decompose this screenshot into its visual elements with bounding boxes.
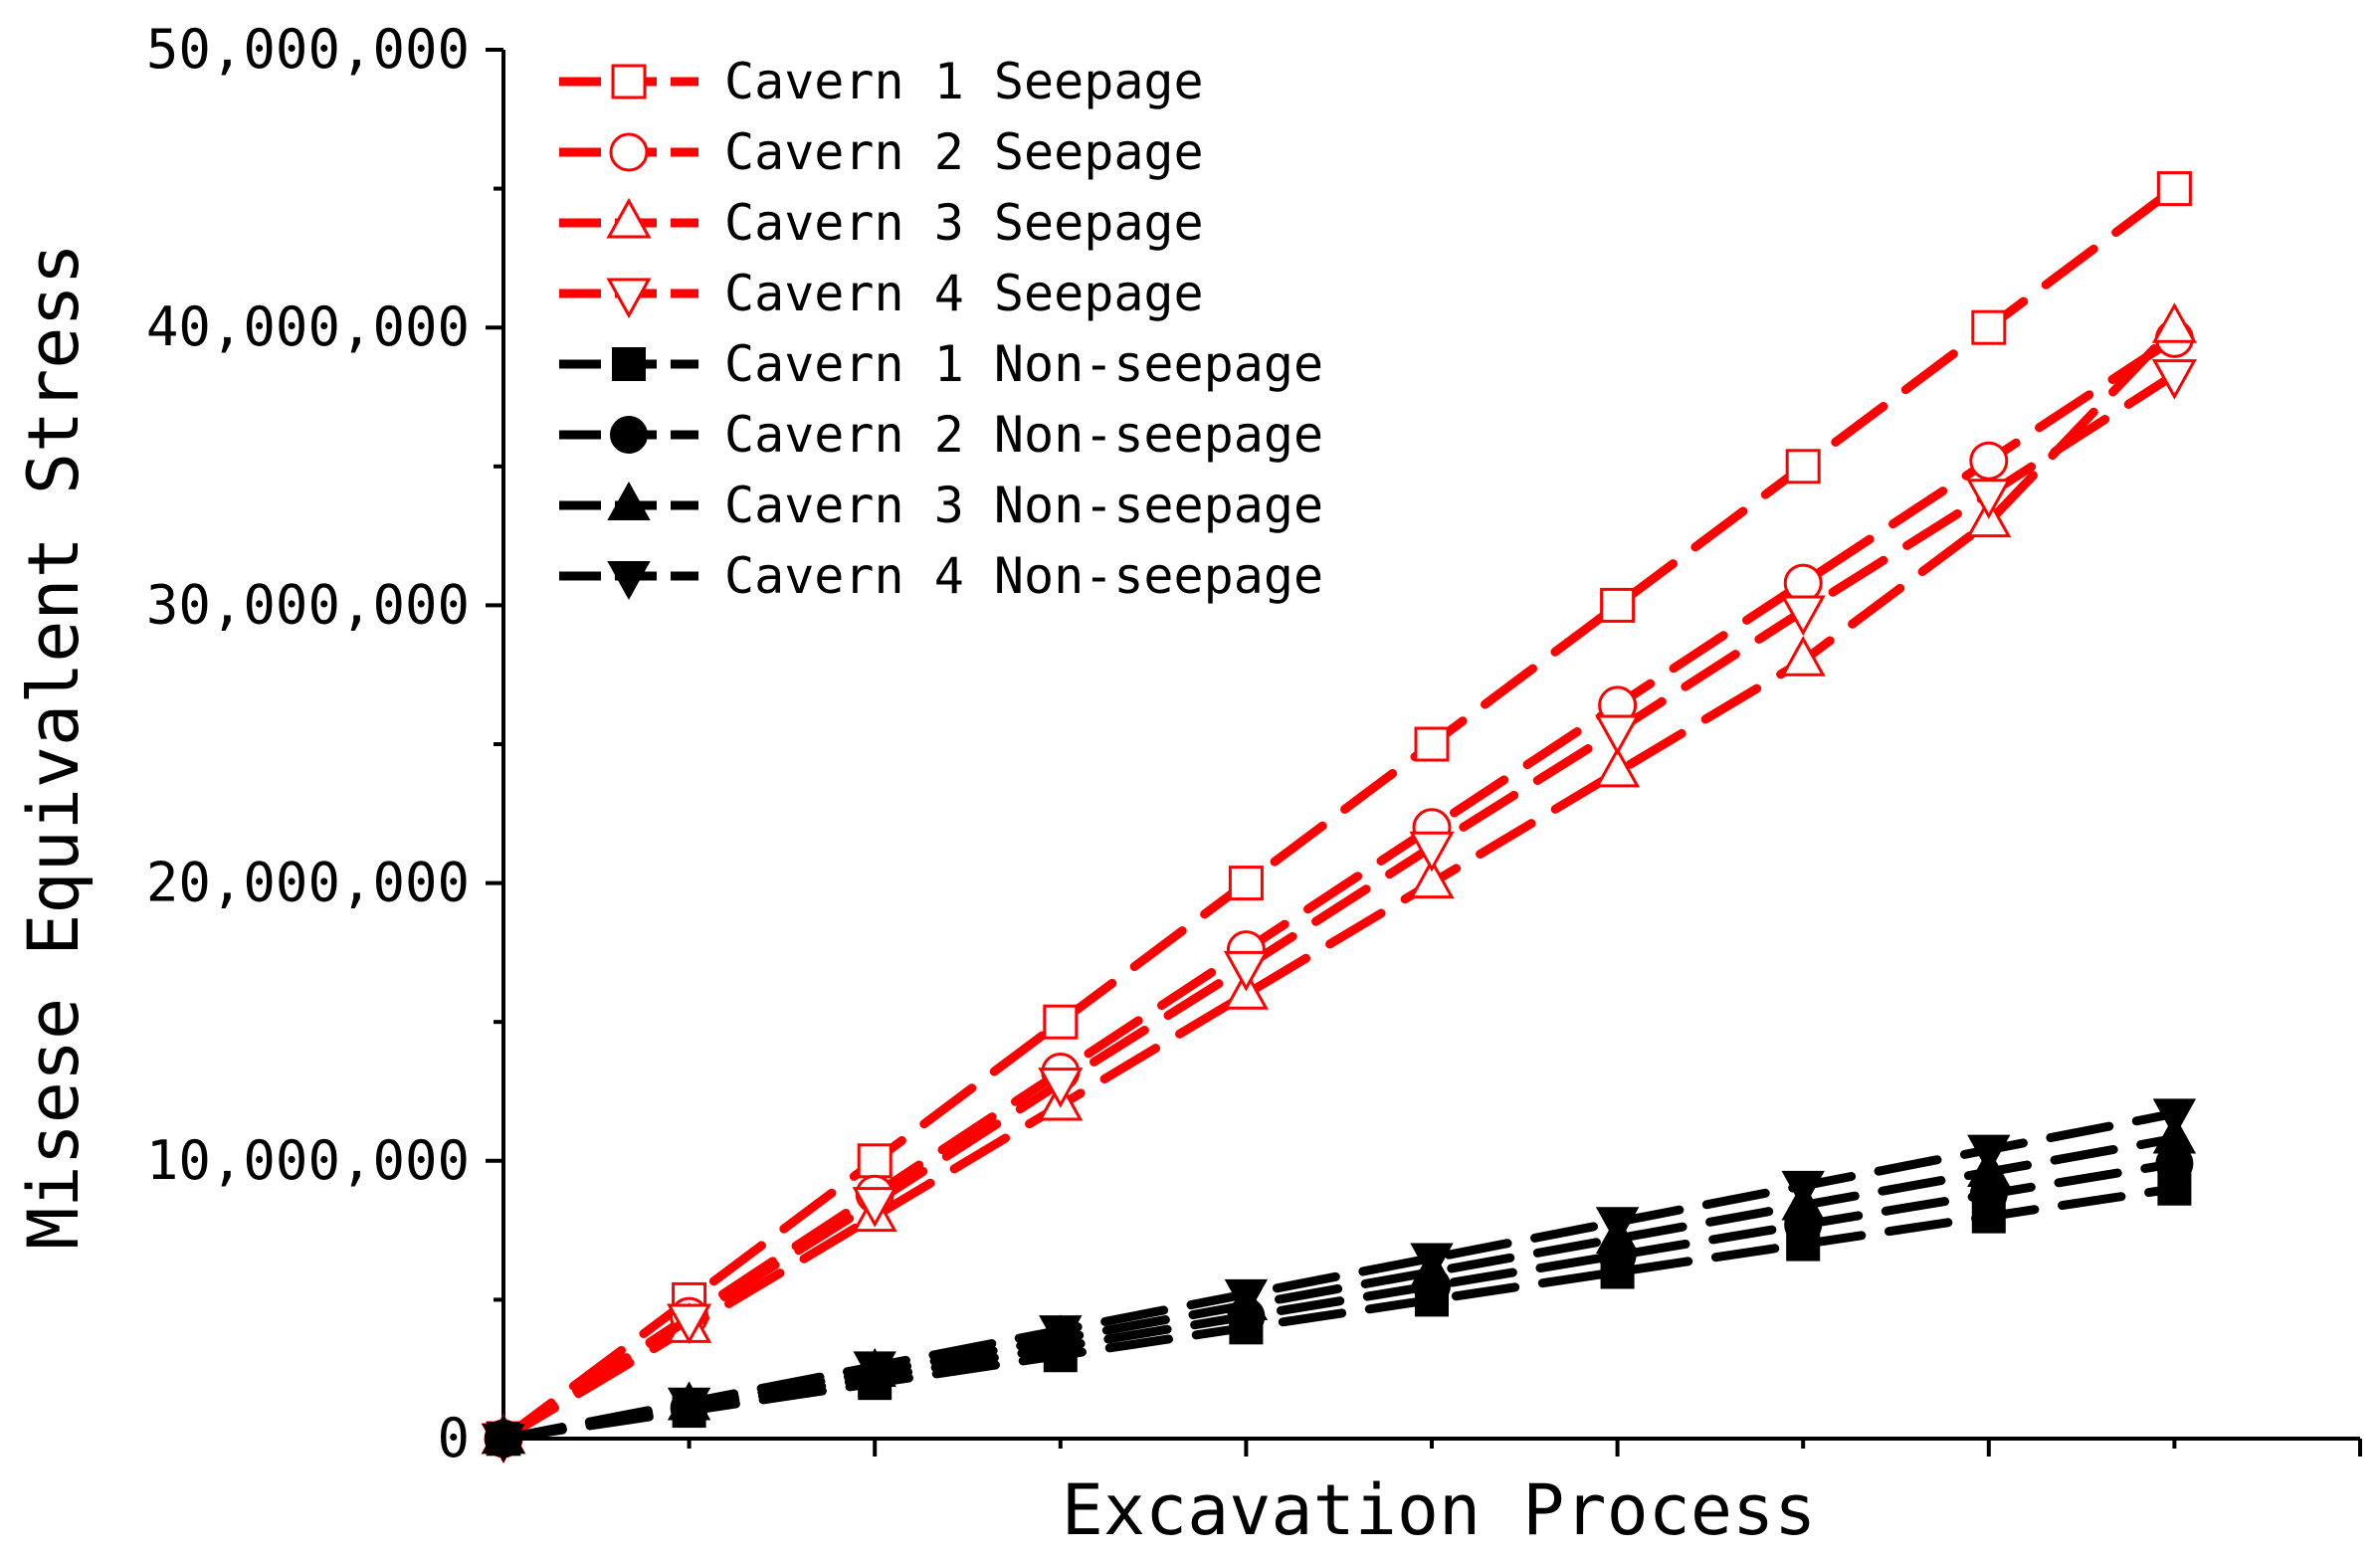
legend-item: Cavern 4 Non-seepage [559, 547, 1323, 605]
data-point [1780, 636, 1826, 677]
y-tick-label: 20,000,000 [146, 852, 470, 914]
y-tick-label: 40,000,000 [146, 295, 470, 358]
data-point [1785, 449, 1821, 485]
legend-label: Cavern 3 Non-seepage [724, 477, 1323, 534]
legend-label: Cavern 4 Non-seepage [724, 547, 1323, 605]
data-point [1595, 746, 1641, 788]
y-tick-label: 0 [437, 1407, 470, 1469]
legend-label: Cavern 3 Seepage [724, 194, 1204, 252]
data-point [1409, 831, 1455, 873]
data-point [2151, 359, 2197, 400]
data-point [482, 1424, 525, 1463]
series-line [498, 184, 2179, 1444]
legend-item: Cavern 4 Seepage [559, 265, 1204, 322]
axes: 0 10,000,000 20,000,000 30,000,000 40,000,00… [146, 18, 2362, 1469]
y-tick-label: 50,000,000 [146, 18, 470, 81]
data-point [667, 1387, 711, 1427]
data-point [1043, 1004, 1079, 1040]
data-point [857, 1143, 892, 1179]
data-point [853, 1351, 896, 1391]
y-tick-label: 30,000,000 [146, 573, 470, 636]
data-point [1038, 1068, 1084, 1108]
series-line [498, 333, 2179, 1444]
data-point [852, 1187, 897, 1228]
legend-item: Cavern 3 Non-seepage [559, 477, 1323, 534]
series-line [498, 322, 2179, 1444]
legend-label: Cavern 2 Seepage [724, 123, 1204, 181]
legend-marker [611, 64, 647, 99]
data-point [1600, 587, 1636, 623]
series-line [498, 1159, 2179, 1444]
data-point [2151, 302, 2197, 343]
series-line [498, 1108, 2179, 1444]
data-point [1410, 1243, 1454, 1282]
legend-item: Cavern 3 Seepage [559, 194, 1204, 252]
data-point [2152, 1098, 2197, 1138]
data-point [1966, 479, 2012, 519]
legend-label: Cavern 2 Non-seepage [724, 406, 1323, 464]
data-point [1409, 858, 1455, 899]
data-point [1780, 595, 1826, 637]
data-point [1781, 1170, 1825, 1210]
y-axis-title: Misese Equivalent Stress [13, 243, 95, 1249]
legend-item: Cavern 1 Seepage [559, 53, 1204, 110]
series-line [498, 1184, 2179, 1444]
data-point [1228, 866, 1264, 901]
legend-marker [610, 416, 648, 454]
legend: Cavern 1 Seepage Cavern 2 Seepage Cavern 3… [559, 53, 1323, 605]
legend-marker [606, 278, 652, 319]
x-axis-title: Excavation Process [1062, 1469, 1817, 1551]
data-point [1039, 1315, 1083, 1355]
y-tick-label: 10,000,000 [146, 1129, 470, 1192]
legend-label: Cavern 1 Non-seepage [724, 335, 1323, 393]
legend-item: Cavern 2 Non-seepage [559, 406, 1323, 464]
data-point [2156, 171, 2192, 207]
data-point [667, 1303, 712, 1345]
legend-marker [612, 347, 646, 381]
legend-item: Cavern 2 Seepage [559, 123, 1204, 181]
data-point [1223, 950, 1269, 992]
data-point [1967, 1134, 2011, 1174]
data-point [1969, 441, 2009, 481]
series-8 [482, 1098, 2197, 1463]
series-layer [481, 171, 2197, 1464]
legend-label: Cavern 1 Seepage [724, 53, 1204, 110]
series-line [498, 370, 2179, 1444]
series-5 [487, 1171, 2192, 1456]
legend-marker [609, 132, 649, 172]
legend-marker [607, 561, 651, 601]
data-point [1224, 1278, 1269, 1318]
legend-marker [606, 197, 652, 239]
legend-label: Cavern 4 Seepage [724, 265, 1204, 322]
legend-item: Cavern 1 Non-seepage [559, 335, 1323, 393]
legend-marker [607, 481, 651, 520]
data-point [1595, 1207, 1640, 1247]
data-point [1414, 726, 1450, 762]
data-point [1971, 309, 2007, 345]
data-point [1595, 714, 1641, 756]
